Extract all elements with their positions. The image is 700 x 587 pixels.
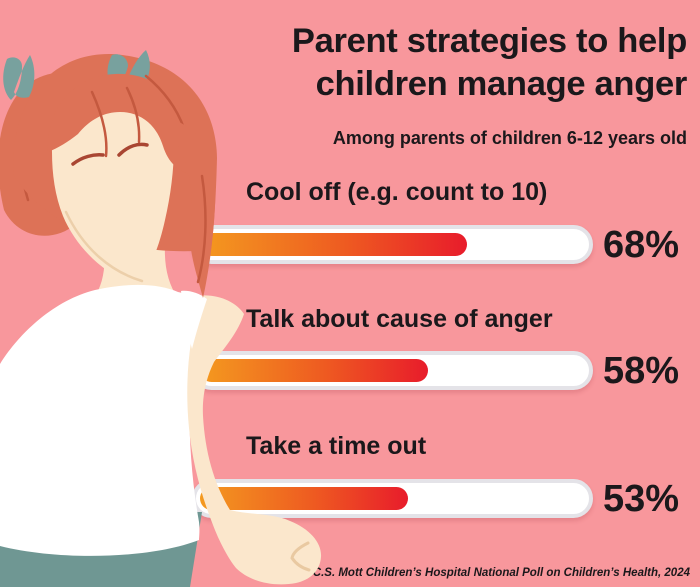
page-subtitle: Among parents of children 6-12 years old	[332, 128, 687, 148]
bar-value: 58%	[603, 350, 680, 392]
bar-label-cool-off: Cool off (e.g. count to 10)	[246, 178, 548, 206]
girl-sleeve	[181, 290, 207, 349]
bar-value: 53%	[603, 478, 680, 520]
bar-label-time-out: Take a time out	[246, 432, 427, 460]
bar-track	[192, 225, 593, 264]
girl-arm-fist	[187, 295, 322, 585]
bar-track	[192, 479, 593, 518]
girl-hair-lock	[162, 118, 216, 298]
girl-shirt	[0, 284, 208, 556]
fist-crease-lines	[290, 541, 311, 572]
bar-fill	[200, 487, 409, 510]
bar-fill	[200, 359, 428, 382]
left-eye-icon	[71, 153, 105, 166]
right-eye-icon	[117, 142, 149, 157]
bar-fill	[200, 233, 468, 256]
bar-value: 68%	[603, 224, 680, 266]
left-bow-icon	[3, 55, 35, 100]
bar-label-talk-about: Talk about cause of anger	[246, 305, 553, 333]
page-title: Parent strategies to help children manag…	[291, 22, 687, 103]
girl-bangs	[47, 73, 198, 176]
jaw-line	[64, 210, 144, 283]
source-citation: Source: C.S. Mott Children’s Hospital Na…	[266, 567, 690, 579]
lock-strand-line	[196, 174, 207, 284]
girl-illustration	[0, 50, 322, 587]
bar-track	[192, 351, 593, 390]
